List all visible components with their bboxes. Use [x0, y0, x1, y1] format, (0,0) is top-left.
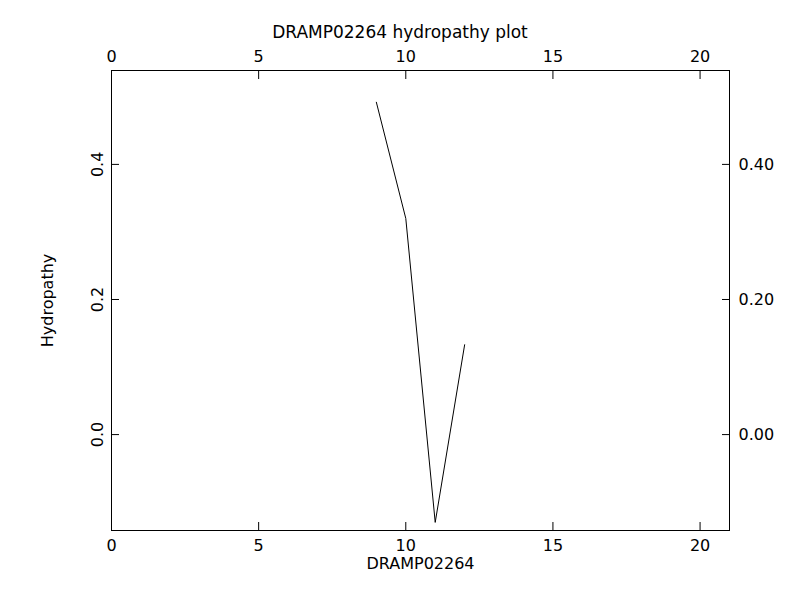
svg-text:0.40: 0.40 [739, 155, 775, 174]
svg-text:10: 10 [396, 47, 416, 66]
svg-text:DRAMP02264: DRAMP02264 [366, 554, 474, 573]
svg-text:15: 15 [543, 47, 563, 66]
html-text:DRAMP02264 hydropathy plot: DRAMP02264 hydropathy plot [272, 22, 528, 42]
svg-text:0: 0 [106, 536, 116, 555]
svg-text:5: 5 [254, 47, 264, 66]
svg-text:10: 10 [396, 536, 416, 555]
svg-text:Hydropathy: Hydropathy [38, 254, 57, 348]
svg-text:0.2: 0.2 [88, 287, 107, 312]
svg-text:0.00: 0.00 [739, 425, 775, 444]
svg-text:0.0: 0.0 [88, 422, 107, 447]
svg-text:5: 5 [254, 536, 264, 555]
svg-text:0.4: 0.4 [88, 152, 107, 177]
svg-text:0.20: 0.20 [739, 290, 775, 309]
svg-text:15: 15 [543, 536, 563, 555]
svg-text:20: 20 [690, 47, 710, 66]
svg-text:20: 20 [690, 536, 710, 555]
svg-text:0: 0 [106, 47, 116, 66]
